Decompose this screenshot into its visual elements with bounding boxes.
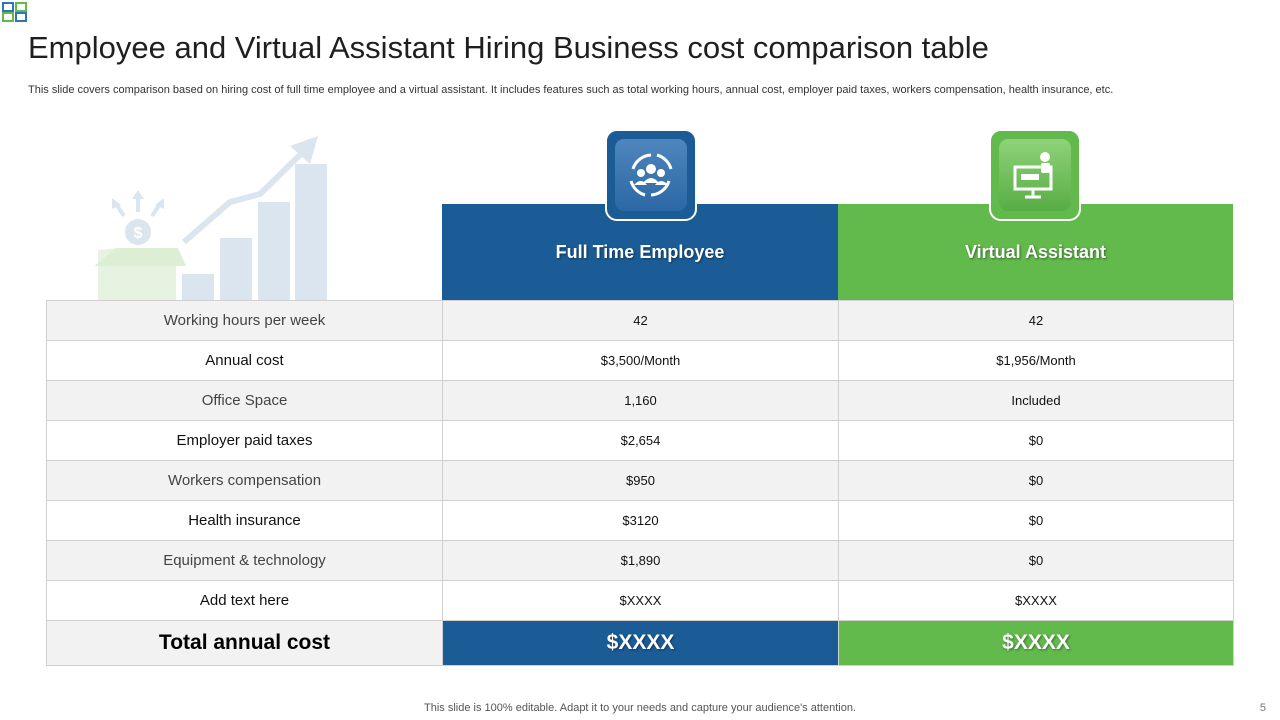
row-label: Health insurance (46, 500, 443, 541)
column-header-full-time-employee: Full Time Employee (442, 204, 838, 301)
page-number: 5 (1259, 702, 1266, 714)
row-label: Working hours per week (46, 300, 443, 341)
fte-value: 42 (442, 300, 839, 341)
va-value: Included (838, 380, 1234, 421)
row-label: Employer paid taxes (46, 420, 443, 461)
table-row: Workers compensation $950 $0 (46, 460, 1234, 501)
column-header-virtual-assistant: Virtual Assistant (838, 204, 1233, 301)
table-row: Office Space 1,160 Included (46, 380, 1234, 421)
va-value: $0 (838, 540, 1234, 581)
page-subtitle: This slide covers comparison based on hi… (28, 84, 1114, 96)
fte-value: $2,654 (442, 420, 839, 461)
total-fte-value: $XXXX (442, 620, 839, 666)
va-value: $0 (838, 500, 1234, 541)
full-time-employee-icon-badge (605, 129, 697, 221)
table-row: Working hours per week 42 42 (46, 300, 1234, 341)
row-label: Workers compensation (46, 460, 443, 501)
total-label: Total annual cost (46, 620, 443, 666)
fte-value: $XXXX (442, 580, 839, 621)
va-value: $XXXX (838, 580, 1234, 621)
table-row: Employer paid taxes $2,654 $0 (46, 420, 1234, 461)
va-value: 42 (838, 300, 1234, 341)
row-label: Office Space (46, 380, 443, 421)
cost-comparison-table: Working hours per week 42 42 Annual cost… (46, 300, 1234, 666)
va-value: $0 (838, 460, 1234, 501)
table-row: Add text here $XXXX $XXXX (46, 580, 1234, 621)
fte-value: $3120 (442, 500, 839, 541)
va-value: $0 (838, 420, 1234, 461)
total-va-value: $XXXX (838, 620, 1234, 666)
total-row: Total annual cost $XXXX $XXXX (46, 620, 1234, 666)
logo-icon (2, 2, 27, 22)
fte-value: $3,500/Month (442, 340, 839, 381)
remote-presenter-icon (1013, 152, 1053, 199)
fte-value: $1,890 (442, 540, 839, 581)
team-cycle-icon (629, 153, 673, 197)
footer-note: This slide is 100% editable. Adapt it to… (424, 702, 856, 714)
svg-text:$: $ (134, 225, 143, 242)
row-label: Equipment & technology (46, 540, 443, 581)
virtual-assistant-icon-badge (989, 129, 1081, 221)
row-label: Annual cost (46, 340, 443, 381)
fte-value: 1,160 (442, 380, 839, 421)
table-row: Health insurance $3120 $0 (46, 500, 1234, 541)
va-value: $1,956/Month (838, 340, 1234, 381)
growth-chart-illustration: $ (94, 136, 327, 302)
fte-value: $950 (442, 460, 839, 501)
table-row: Annual cost $3,500/Month $1,956/Month (46, 340, 1234, 381)
page-title: Employee and Virtual Assistant Hiring Bu… (28, 30, 989, 65)
table-row: Equipment & technology $1,890 $0 (46, 540, 1234, 581)
row-label: Add text here (46, 580, 443, 621)
